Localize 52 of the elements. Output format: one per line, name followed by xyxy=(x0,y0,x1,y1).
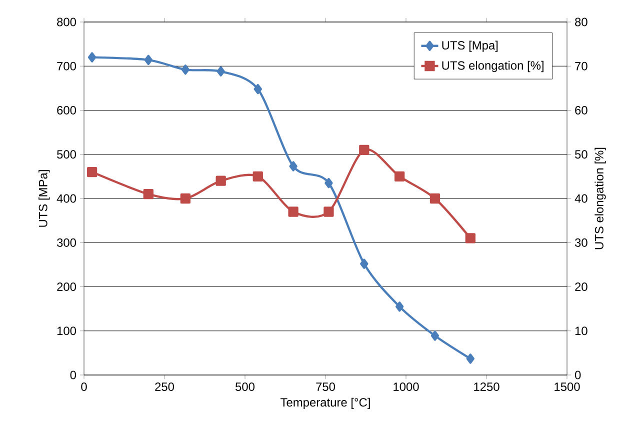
y2-tick-label: 60 xyxy=(575,106,588,114)
y-tick-label: 200 xyxy=(57,282,76,291)
y2-tick-label: 50 xyxy=(575,150,588,159)
legend-label: UTS elongation [%] xyxy=(442,60,544,72)
point xyxy=(216,66,225,76)
point xyxy=(86,166,98,178)
point xyxy=(430,330,440,341)
y2-tick-label: 20 xyxy=(575,282,588,291)
y-tick-label: 100 xyxy=(57,326,76,336)
y2-tick-label: 10 xyxy=(575,326,588,336)
y-axis-title: UTS [MPa] xyxy=(38,170,50,227)
x-tick-label: 1000 xyxy=(394,382,419,391)
point xyxy=(88,52,96,62)
y2-tick-label: 30 xyxy=(574,238,588,247)
x-tick-label: 750 xyxy=(316,382,336,391)
y-tick-label: 0 xyxy=(70,370,76,380)
point xyxy=(143,189,154,200)
point xyxy=(254,84,262,94)
point xyxy=(216,176,226,186)
point xyxy=(466,354,474,364)
y2-tick-label: 80 xyxy=(575,18,588,26)
y-tick-label: 500 xyxy=(57,150,76,159)
point xyxy=(465,233,476,244)
y2-axis-title: UTS elongation [%] xyxy=(594,148,606,250)
x-tick-label: 250 xyxy=(155,382,174,391)
legend-label: UTS [Mpa] xyxy=(442,40,498,52)
x-tick-label: 1500 xyxy=(554,382,580,391)
point xyxy=(324,206,334,217)
point xyxy=(360,258,368,269)
point xyxy=(394,171,405,182)
point xyxy=(181,64,190,75)
point xyxy=(359,144,370,156)
point xyxy=(144,54,152,66)
point xyxy=(395,302,404,312)
point xyxy=(324,178,333,188)
y-tick-label: 800 xyxy=(57,18,76,26)
x-tick-label: 500 xyxy=(236,382,255,391)
point xyxy=(288,206,298,217)
point xyxy=(180,193,191,204)
y-tick-label: 600 xyxy=(57,106,76,114)
y2-tick-label: 70 xyxy=(575,62,588,70)
point xyxy=(289,161,298,172)
y-tick-label: 400 xyxy=(56,194,76,203)
y-tick-label: 300 xyxy=(56,238,76,247)
point xyxy=(430,193,440,204)
point xyxy=(252,171,263,182)
x-axis-title: Temperature [°C] xyxy=(280,398,370,409)
x-tick-label: 1250 xyxy=(474,382,500,391)
y2-tick-label: 40 xyxy=(574,194,588,203)
x-tick-label: 0 xyxy=(81,382,87,391)
y-tick-label: 700 xyxy=(57,62,76,70)
y2-tick-label: 0 xyxy=(574,370,581,380)
